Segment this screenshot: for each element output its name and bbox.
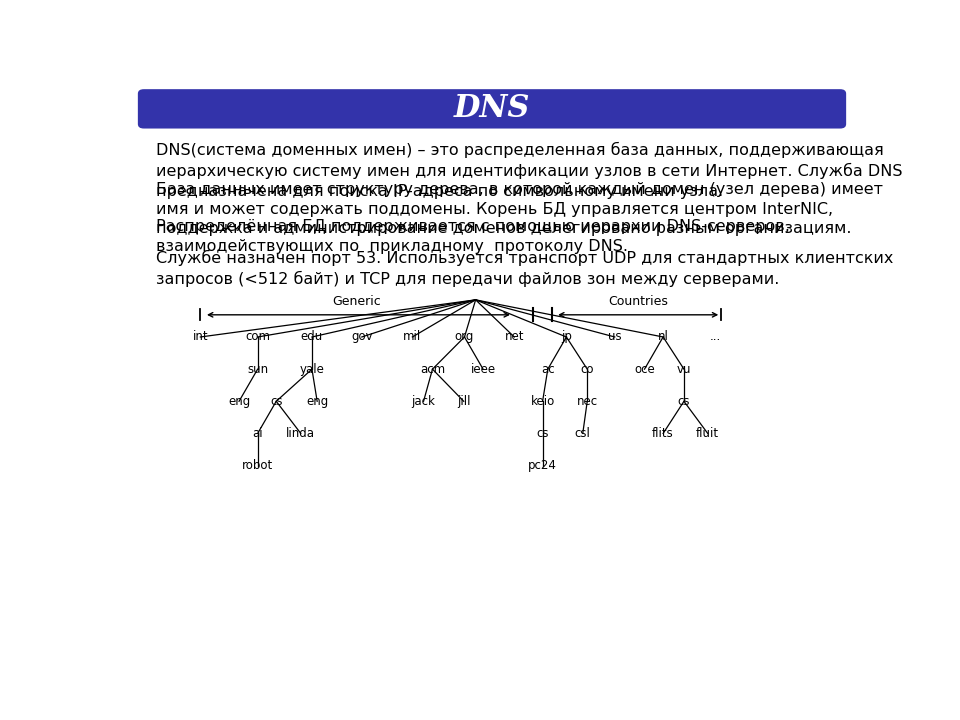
Text: edu: edu: [300, 330, 324, 343]
Text: jp: jp: [561, 330, 572, 343]
Text: gov: gov: [351, 330, 372, 343]
Text: com: com: [245, 330, 270, 343]
Text: yale: yale: [300, 363, 324, 376]
Text: nec: nec: [577, 395, 598, 408]
Text: keio: keio: [531, 395, 555, 408]
Text: DNS(система доменных имен) – это распределенная база данных, поддерживающая
иера: DNS(система доменных имен) – это распред…: [156, 142, 902, 199]
Text: robot: robot: [242, 459, 274, 472]
Text: Распределённая БД поддерживается с помощью иерархии DNS-серверов,
взаимодействую: Распределённая БД поддерживается с помощ…: [156, 220, 789, 254]
Text: ac: ac: [541, 363, 555, 376]
Text: net: net: [505, 330, 524, 343]
Text: oce: oce: [635, 363, 655, 376]
Text: int: int: [193, 330, 208, 343]
Text: csl: csl: [575, 427, 590, 440]
Text: jack: jack: [412, 395, 436, 408]
Text: org: org: [455, 330, 474, 343]
Text: ai: ai: [252, 427, 263, 440]
Text: sun: sun: [247, 363, 268, 376]
FancyBboxPatch shape: [138, 89, 846, 129]
Text: vu: vu: [677, 363, 691, 376]
Text: mil: mil: [403, 330, 421, 343]
Text: eng: eng: [306, 395, 328, 408]
Text: cs: cs: [537, 427, 549, 440]
Text: DNS: DNS: [454, 94, 530, 125]
Text: nl: nl: [658, 330, 668, 343]
Text: Countries: Countries: [609, 294, 668, 307]
Text: cs: cs: [678, 395, 690, 408]
Text: fluit: fluit: [696, 427, 719, 440]
Text: flits: flits: [652, 427, 674, 440]
Text: Generic: Generic: [332, 294, 381, 307]
Text: eng: eng: [228, 395, 251, 408]
Text: linda: linda: [286, 427, 315, 440]
Text: jill: jill: [457, 395, 470, 408]
Text: cs: cs: [270, 395, 282, 408]
Text: ieee: ieee: [470, 363, 495, 376]
Text: Службе назначен порт 53. Используется транспорт UDP для стандартных клиентских
з: Службе назначен порт 53. Используется тр…: [156, 249, 893, 287]
Text: База данных имеет структуру дерева, в которой каждый домен (узел дерева) имеет
и: База данных имеет структуру дерева, в ко…: [156, 181, 882, 236]
Text: acm: acm: [420, 363, 445, 376]
Text: us: us: [608, 330, 621, 343]
Text: co: co: [581, 363, 594, 376]
Text: pc24: pc24: [528, 459, 557, 472]
Text: ...: ...: [709, 330, 721, 343]
